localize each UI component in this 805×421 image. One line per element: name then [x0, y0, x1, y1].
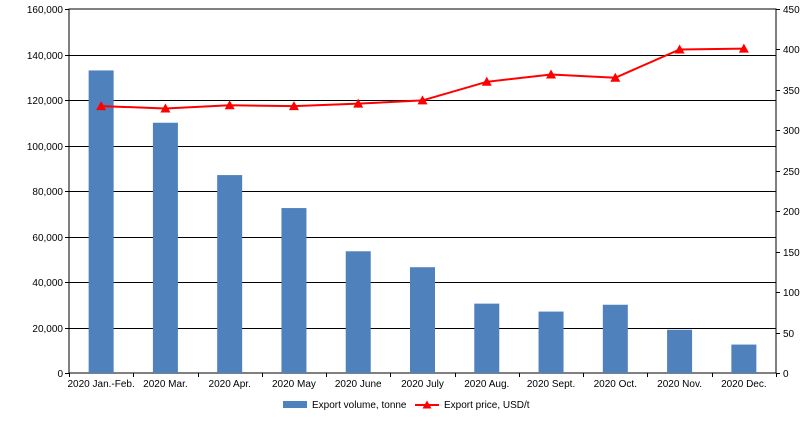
bar-export-volume — [602, 304, 628, 373]
legend-label-export-volume: Export volume, tonne — [312, 400, 407, 411]
marker-export-price — [738, 43, 749, 53]
marker-export-price — [481, 76, 492, 86]
bar-export-volume — [88, 70, 114, 374]
marker-export-price — [417, 95, 428, 105]
right-axis-tick-label: 200 — [783, 207, 800, 218]
left-axis-tick-label: 140,000 — [27, 51, 64, 62]
left-axis-tick-label: 160,000 — [27, 5, 64, 16]
right-axis-tick-label: 150 — [783, 248, 800, 259]
x-axis-category-label: 2020 Jan.-Feb. — [68, 379, 135, 390]
x-axis-category-label: 2020 Dec. — [721, 379, 767, 390]
right-axis-tick-label: 50 — [783, 329, 795, 340]
left-axis-tick-label: 40,000 — [32, 278, 63, 289]
bar-export-volume — [152, 122, 178, 373]
marker-export-price — [160, 103, 171, 113]
right-axis-tick-label: 350 — [783, 86, 800, 97]
bar-export-volume — [410, 267, 435, 373]
marker-export-price — [610, 72, 621, 82]
bar-export-volume — [217, 175, 243, 373]
x-axis-category-label: 2020 Apr. — [209, 379, 251, 390]
marker-export-price — [96, 101, 107, 111]
marker-export-price — [353, 98, 364, 108]
legend-swatch-export-volume — [283, 401, 307, 408]
legend-marker-export-price — [422, 400, 432, 409]
left-axis-tick-label: 60,000 — [32, 233, 63, 244]
right-axis-tick-label: 300 — [783, 126, 800, 137]
bar-export-volume — [281, 208, 307, 373]
left-axis-tick-label: 80,000 — [32, 187, 63, 198]
right-axis-tick-label: 400 — [783, 45, 800, 56]
marker-export-price — [546, 69, 557, 79]
x-axis-category-label: 2020 Nov. — [657, 379, 702, 390]
x-axis-category-label: 2020 July — [401, 379, 444, 390]
right-axis-tick-label: 250 — [783, 167, 800, 178]
bar-export-volume — [345, 251, 371, 373]
marker-export-price — [288, 101, 299, 111]
marker-export-price — [674, 44, 685, 54]
x-axis-category-label: 2020 Oct. — [594, 379, 637, 390]
marker-export-price — [224, 100, 235, 110]
bar-export-volume — [667, 329, 693, 373]
bar-export-volume — [474, 303, 500, 373]
x-axis-category-label: 2020 Sept. — [527, 379, 575, 390]
left-axis-tick-label: 100,000 — [27, 142, 64, 153]
bar-export-volume — [731, 344, 757, 373]
bar-export-volume — [538, 311, 564, 373]
right-axis-tick-label: 0 — [783, 369, 789, 380]
right-axis-tick-label: 450 — [783, 5, 800, 16]
right-axis-tick-label: 100 — [783, 288, 800, 299]
left-axis-tick-label: 120,000 — [27, 96, 64, 107]
x-axis-category-label: 2020 June — [335, 379, 382, 390]
left-axis-tick-label: 20,000 — [32, 324, 63, 335]
x-axis-category-label: 2020 Aug. — [464, 379, 509, 390]
left-axis-tick-label: 0 — [57, 369, 63, 380]
x-axis-category-label: 2020 May — [272, 379, 316, 390]
legend-label-export-price: Export price, USD/t — [444, 400, 530, 411]
x-axis-category-label: 2020 Mar. — [143, 379, 187, 390]
